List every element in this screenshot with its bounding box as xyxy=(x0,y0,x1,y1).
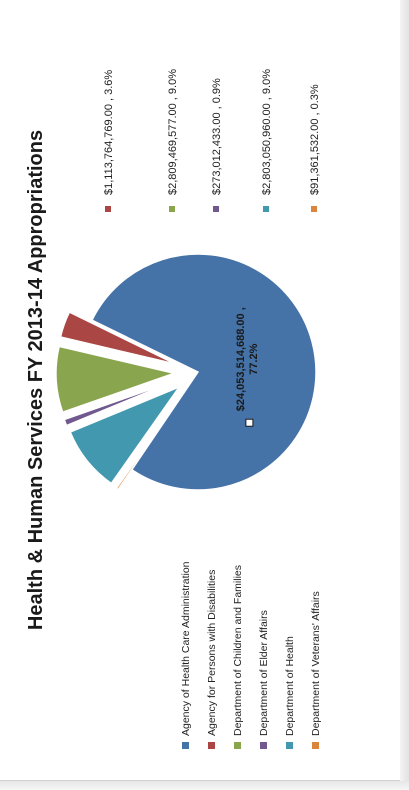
slice-label-department-of-elder-affairs: $273,012,433.00 , 0.9% xyxy=(211,78,223,195)
pie-slice-department-of-elder-affairs xyxy=(63,379,176,427)
slice-label-agency-for-persons-with-disabilities: $1,113,764,769.00 , 3.6% xyxy=(103,70,115,195)
slice-labels: $24,053,514,688.00 ,77.2% $1,113,764,769.… xyxy=(103,69,321,427)
legend-swatch-agency-of-health-care-administration xyxy=(182,742,189,749)
legend: Agency of Health Care Administration Agen… xyxy=(180,561,322,749)
legend-item-agency-for-persons-with-disabilities: Agency for Persons with Disabilities xyxy=(206,570,218,736)
legend-item-agency-of-health-care-administration: Agency of Health Care Administration xyxy=(180,561,192,736)
legend-swatch-department-of-veterans-affairs xyxy=(312,742,319,749)
label-swatch-agency-for-persons-with-disabilities xyxy=(105,206,111,212)
slice-label-department-of-health: $2,803,050,960.00 , 9.0% xyxy=(261,69,273,195)
label-swatch-department-of-health xyxy=(263,206,269,212)
pie-slice-department-of-health xyxy=(69,385,182,485)
page-shadow-bottom xyxy=(0,781,409,790)
legend-item-department-of-elder-affairs: Department of Elder Affairs xyxy=(258,610,270,736)
pie-slice-department-of-veterans-affairs xyxy=(115,391,185,491)
slice-label-marker xyxy=(245,418,254,427)
pie-slices xyxy=(55,253,317,491)
legend-item-department-of-veterans-affairs: Department of Veterans' Affairs xyxy=(310,591,322,736)
slice-label-department-of-veterans-affairs: $91,361,532.00 , 0.3% xyxy=(309,84,321,195)
pie-slice-agency-of-health-care-administration xyxy=(90,253,317,491)
slice-label-agency-of-health-care-administration: $24,053,514,688.00 ,77.2% xyxy=(235,307,260,411)
legend-item-department-of-children-and-families: Department of Children and Families xyxy=(232,565,244,736)
legend-item-department-of-health: Department of Health xyxy=(284,636,296,736)
legend-swatch-agency-for-persons-with-disabilities xyxy=(208,742,215,749)
label-swatch-department-of-children-and-families xyxy=(169,206,175,212)
slice-label-department-of-children-and-families: $2,809,469,577.00 , 9.0% xyxy=(167,69,179,195)
legend-swatch-department-of-elder-affairs xyxy=(260,742,267,749)
label-swatch-department-of-veterans-affairs xyxy=(311,206,317,212)
pie-slice-department-of-children-and-families xyxy=(55,345,177,414)
pie-slice-agency-for-persons-with-disabilities xyxy=(59,311,176,365)
page-shadow-right xyxy=(400,0,409,790)
legend-swatch-department-of-health xyxy=(286,742,293,749)
legend-swatch-department-of-children-and-families xyxy=(234,742,241,749)
label-swatch-department-of-elder-affairs xyxy=(213,206,219,212)
chart-title: Health & Human Services FY 2013-14 Appro… xyxy=(25,130,47,630)
